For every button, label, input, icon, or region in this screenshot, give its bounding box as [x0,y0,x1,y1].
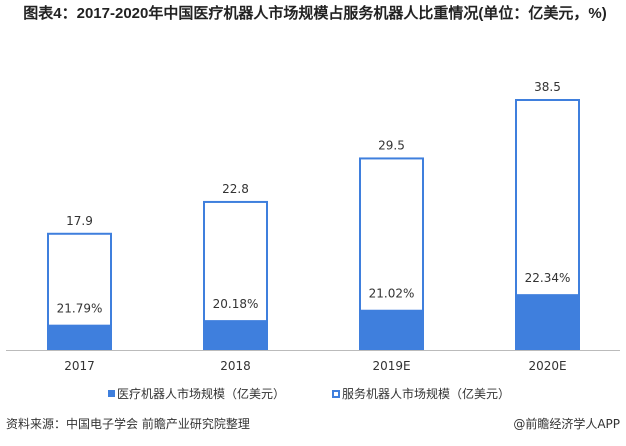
legend-label-medical: 医疗机器人市场规模（亿美元） [117,387,286,401]
legend-item-service: 服务机器人市场规模（亿美元） [332,385,510,402]
x-tick-label: 2019E [372,359,410,373]
medical-bar [359,309,424,350]
legend-item-medical: 医疗机器人市场规模（亿美元） [108,385,285,402]
credit-note: @前瞻经济学人APP [513,417,620,431]
x-tick-label: 2020E [528,359,566,373]
service-value-label: 22.8 [222,182,249,196]
chart-title: 图表4：2017-2020年中国医疗机器人市场规模占服务机器人比重情况(单位：亿… [23,5,607,22]
medical-share-label: 20.18% [213,297,259,311]
service-value-label: 38.5 [534,80,561,94]
legend-label-service: 服务机器人市场规模（亿美元） [342,387,511,401]
medical-share-label: 21.79% [57,302,103,316]
legend-swatch-medical [108,390,115,397]
legend-swatch-service [332,389,340,398]
x-tick-label: 2017 [64,359,95,373]
medical-bar [515,294,580,350]
service-value-label: 29.5 [378,138,405,152]
medical-bar [203,320,268,350]
medical-share-label: 22.34% [525,271,571,285]
x-tick-label: 2018 [220,359,251,373]
medical-bar [47,324,112,350]
medical-share-label: 21.02% [369,287,415,301]
service-value-label: 17.9 [66,214,93,228]
source-note: 资料来源：中国电子学会 前瞻产业研究院整理 [6,417,250,431]
